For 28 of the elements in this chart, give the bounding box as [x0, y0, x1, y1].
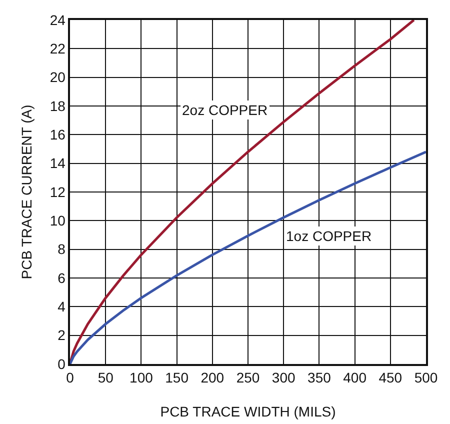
- x-tick-label: 350: [308, 370, 332, 386]
- x-tick-label: 400: [343, 370, 367, 386]
- y-axis-title: PCB TRACE CURRENT (A): [18, 104, 34, 280]
- y-tick-label: 18: [50, 98, 66, 114]
- y-tick-label: 8: [58, 241, 66, 258]
- y-tick-label: 14: [50, 155, 66, 172]
- x-tick-label: 100: [130, 370, 154, 386]
- y-tick-label: 0: [58, 356, 66, 372]
- y-tick-label: 24: [50, 12, 66, 28]
- series-label: 2oz COPPER: [182, 102, 268, 118]
- x-tick-label: 500: [414, 370, 438, 386]
- x-tick-label: 50: [98, 370, 114, 386]
- y-tick-label: 2: [58, 327, 66, 344]
- x-tick-label: 200: [200, 370, 224, 386]
- y-tick-label: 12: [50, 184, 66, 200]
- y-tick-label: 6: [58, 270, 66, 286]
- y-tick-label: 4: [58, 298, 66, 315]
- x-tick-label: 300: [272, 370, 296, 386]
- x-tick-label: 150: [165, 370, 189, 386]
- y-tick-label: 16: [50, 126, 66, 143]
- x-axis-title: PCB TRACE WIDTH (MILS): [160, 404, 336, 420]
- x-tick-label: 450: [378, 370, 402, 386]
- y-tick-label: 20: [50, 69, 66, 86]
- series-label: 1oz COPPER: [286, 228, 372, 244]
- x-tick-label: 250: [236, 370, 260, 386]
- y-tick-label: 22: [50, 40, 66, 57]
- line-series: [70, 150, 426, 364]
- y-tick-label: 10: [50, 212, 66, 229]
